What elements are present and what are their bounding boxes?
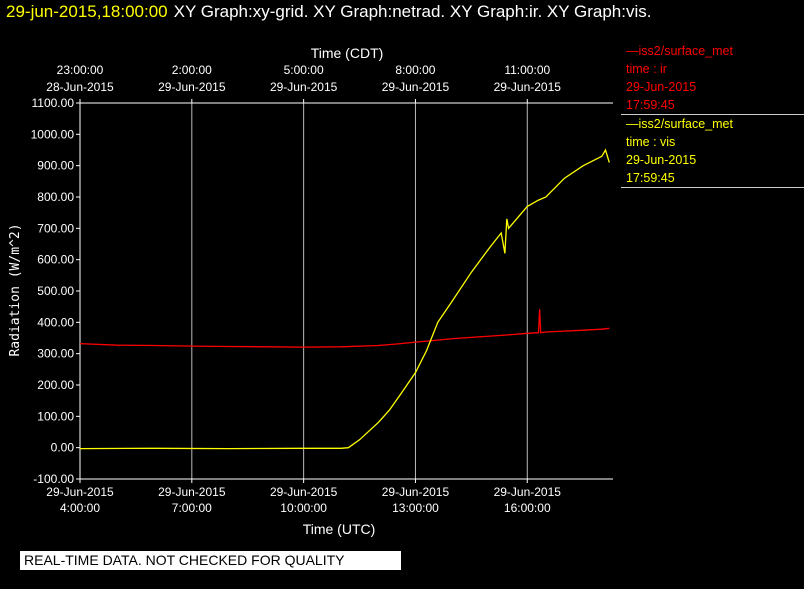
- legend-entry-vis[interactable]: —iss2/surface_met time : vis 29-Jun-2015…: [621, 115, 804, 187]
- y-tick-label: 800.00: [37, 190, 74, 204]
- x-tick-label-date: 29-Jun-2015: [158, 485, 226, 499]
- y-tick-label: 500.00: [37, 284, 74, 298]
- x-tick-top-label-time: 2:00:00: [172, 63, 212, 77]
- y-tick-label: 400.00: [37, 315, 74, 329]
- x-axis-label-bottom: Time (UTC): [303, 521, 376, 537]
- x-tick-label-time: 10:00:00: [280, 501, 327, 515]
- y-tick-label: 1100.00: [32, 96, 75, 110]
- series-line-vis: [79, 148, 610, 450]
- x-tick-top-label-date: 29-Jun-2015: [158, 80, 226, 94]
- y-tick-label: -100.00: [33, 472, 74, 486]
- legend-date: 29-Jun-2015: [626, 153, 697, 167]
- y-tick-label: 300.00: [37, 347, 74, 361]
- legend-divider: [621, 114, 804, 115]
- x-tick-top-label-date: 29-Jun-2015: [494, 80, 562, 94]
- x-tick-label-time: 16:00:00: [504, 501, 551, 515]
- legend-divider: [621, 187, 804, 188]
- x-tick-top-label-time: 23:00:00: [57, 63, 104, 77]
- y-axis-label: Radiation (W/m^2): [8, 223, 23, 356]
- graph-list: XY Graph:xy-grid. XY Graph:netrad. XY Gr…: [173, 2, 652, 21]
- legend-time: 17:59:45: [626, 171, 675, 185]
- x-tick-top-label-time: 5:00:00: [284, 63, 324, 77]
- y-tick-label: 700.00: [37, 221, 74, 235]
- x-axis-label-top: Time (CDT): [311, 45, 384, 61]
- x-tick-label-time: 13:00:00: [392, 501, 439, 515]
- quality-banner: REAL-TIME DATA. NOT CHECKED FOR QUALITY: [20, 551, 401, 570]
- legend-entry-ir[interactable]: —iss2/surface_met time : ir 29-Jun-2015 …: [621, 42, 804, 114]
- y-tick-label: 600.00: [37, 253, 74, 267]
- x-tick-top-label-time: 8:00:00: [395, 63, 435, 77]
- grid-layer: [191, 103, 528, 479]
- x-tick-label-date: 29-Jun-2015: [382, 485, 450, 499]
- series-line-ir: [79, 309, 610, 348]
- series-layer: [79, 148, 610, 450]
- legend-source-label: —iss2/surface_met: [626, 117, 733, 131]
- legend-source-label: —iss2/surface_met: [626, 44, 733, 58]
- y-tick-label: 900.00: [37, 159, 74, 173]
- y-tick-label: 100.00: [37, 409, 74, 423]
- x-tick-top-label-time: 11:00:00: [504, 63, 550, 77]
- legend: —iss2/surface_met time : ir 29-Jun-2015 …: [621, 42, 804, 188]
- x-tick-top-label-date: 29-Jun-2015: [382, 80, 450, 94]
- legend-field: time : ir: [626, 62, 667, 76]
- x-tick-top-label-date: 29-Jun-2015: [270, 80, 338, 94]
- x-tick-label-time: 7:00:00: [172, 501, 212, 515]
- y-tick-label: 200.00: [37, 378, 74, 392]
- x-tick-label-date: 29-Jun-2015: [270, 485, 338, 499]
- timestamp: 29-jun-2015,18:00:00: [6, 2, 168, 21]
- x-tick-top-label-date: 28-Jun-2015: [46, 80, 114, 94]
- y-tick-label: 1000.00: [31, 127, 75, 141]
- x-tick-label-date: 29-Jun-2015: [494, 485, 562, 499]
- x-tick-label-time: 4:00:00: [60, 501, 100, 515]
- axes-layer: -100.00 0.00 100.00 200.00 300.00 400.00 500.0…: [31, 63, 613, 515]
- legend-time: 17:59:45: [626, 98, 675, 112]
- x-tick-label-date: 29-Jun-2015: [46, 485, 114, 499]
- y-tick-label: 0.00: [51, 441, 75, 455]
- legend-date: 29-Jun-2015: [626, 80, 697, 94]
- legend-field: time : vis: [626, 135, 676, 149]
- title-bar: 29-jun-2015,18:00:00 XY Graph:xy-grid. XY…: [6, 2, 651, 22]
